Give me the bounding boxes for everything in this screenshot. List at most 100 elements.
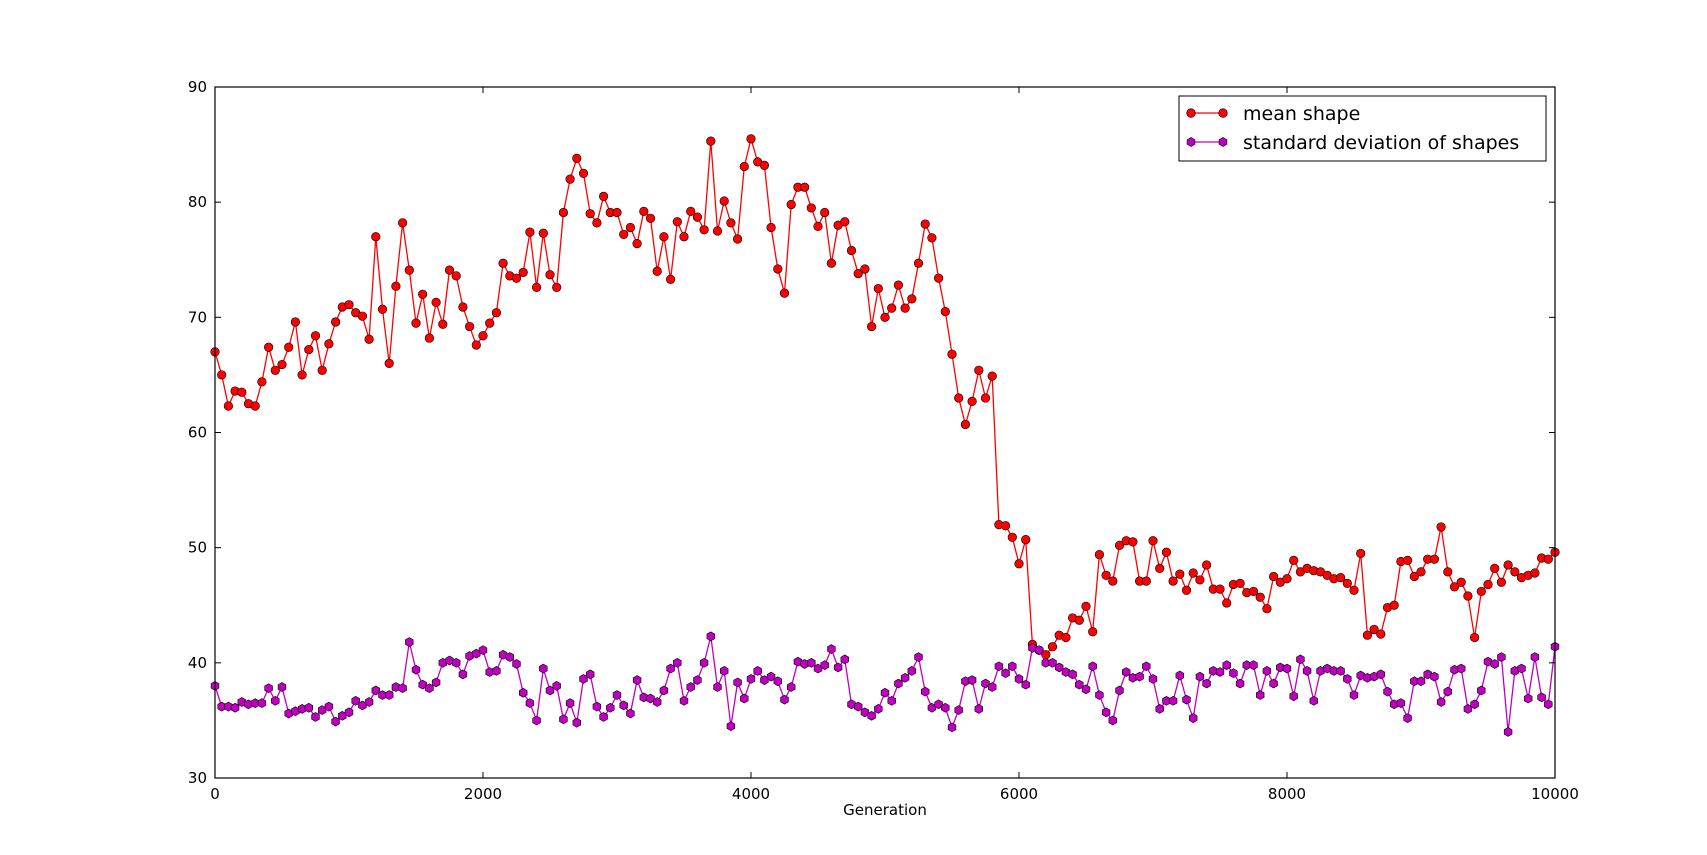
data-point (1201, 560, 1212, 570)
data-point (592, 218, 602, 228)
data-point (1530, 568, 1540, 578)
data-point (1262, 666, 1272, 676)
data-point (907, 666, 917, 676)
data-point (465, 321, 475, 332)
data-point (344, 300, 354, 310)
data-point (780, 694, 789, 705)
data-point (1497, 652, 1506, 662)
data-point (1014, 559, 1024, 569)
data-point (237, 697, 246, 707)
data-point (230, 702, 240, 713)
data-point (511, 273, 522, 283)
data-point (786, 199, 796, 210)
data-point (585, 209, 595, 219)
data-point (357, 311, 368, 321)
data-point (874, 704, 883, 714)
data-point (297, 370, 307, 380)
data-point (1436, 522, 1446, 532)
data-point (612, 207, 622, 218)
data-point (1141, 576, 1151, 586)
data-point (1181, 585, 1192, 595)
data-point (847, 699, 856, 710)
data-point (371, 232, 381, 242)
data-point (1323, 663, 1332, 674)
series-1 (210, 134, 1560, 660)
data-point (558, 207, 569, 218)
data-point (1262, 604, 1272, 614)
data-point (692, 212, 703, 222)
data-point (645, 213, 656, 223)
y-tick-label: 70 (188, 308, 207, 326)
data-point (1282, 663, 1292, 674)
data-point (652, 266, 662, 276)
legend-marker (1218, 137, 1228, 147)
data-point (1248, 586, 1259, 597)
data-point (960, 419, 971, 430)
data-point (1403, 713, 1412, 723)
data-point (947, 722, 957, 733)
data-point (405, 637, 414, 647)
data-point (1503, 727, 1513, 737)
data-point (1490, 563, 1500, 573)
data-point (1155, 704, 1164, 714)
data-point (311, 712, 320, 722)
data-point (1457, 663, 1466, 674)
data-point (1416, 567, 1426, 577)
data-point (820, 207, 830, 218)
data-point (981, 678, 990, 689)
data-point (377, 304, 388, 314)
data-point (954, 705, 963, 715)
data-point (947, 349, 957, 359)
data-point (1007, 532, 1017, 542)
data-point (1356, 670, 1365, 681)
series-layer (210, 134, 1560, 737)
data-point (753, 666, 762, 676)
data-point (1376, 669, 1385, 680)
data-point (853, 268, 863, 279)
data-point (552, 282, 562, 292)
data-point (1128, 537, 1138, 547)
x-tick-label: 10000 (1531, 785, 1579, 803)
data-point (625, 222, 636, 233)
data-point (277, 682, 287, 692)
data-point (1530, 652, 1540, 662)
data-point (606, 702, 615, 713)
x-tick-label: 6000 (1000, 785, 1038, 803)
data-point (726, 218, 736, 228)
data-point (619, 229, 629, 240)
data-point (1122, 667, 1131, 677)
data-point (1088, 661, 1097, 672)
data-point (612, 690, 622, 700)
data-point (364, 697, 374, 707)
series-2 (210, 631, 1560, 737)
legend-label: standard deviation of shapes (1243, 132, 1519, 154)
data-point (1349, 585, 1359, 595)
data-point (384, 690, 394, 700)
data-point (974, 704, 984, 714)
data-point (1256, 690, 1265, 700)
data-point (1456, 577, 1466, 587)
data-point (693, 675, 702, 685)
data-point (217, 370, 227, 380)
data-point (1276, 662, 1285, 673)
data-point (914, 652, 923, 662)
data-point (673, 657, 682, 668)
x-axis-title: Generation (843, 801, 927, 819)
data-point (1148, 536, 1158, 546)
data-point (224, 701, 233, 712)
data-point (1068, 669, 1077, 680)
data-point (525, 698, 535, 708)
data-point (894, 678, 903, 689)
data-point (505, 652, 515, 662)
data-point (1000, 521, 1011, 531)
data-point (941, 702, 950, 713)
data-point (659, 685, 669, 696)
data-point (445, 655, 454, 666)
data-point (1376, 629, 1386, 639)
data-point (532, 715, 541, 726)
data-point (565, 174, 575, 184)
data-point (264, 683, 273, 694)
data-point (518, 687, 528, 698)
data-point (1061, 632, 1071, 643)
data-point (659, 232, 669, 242)
